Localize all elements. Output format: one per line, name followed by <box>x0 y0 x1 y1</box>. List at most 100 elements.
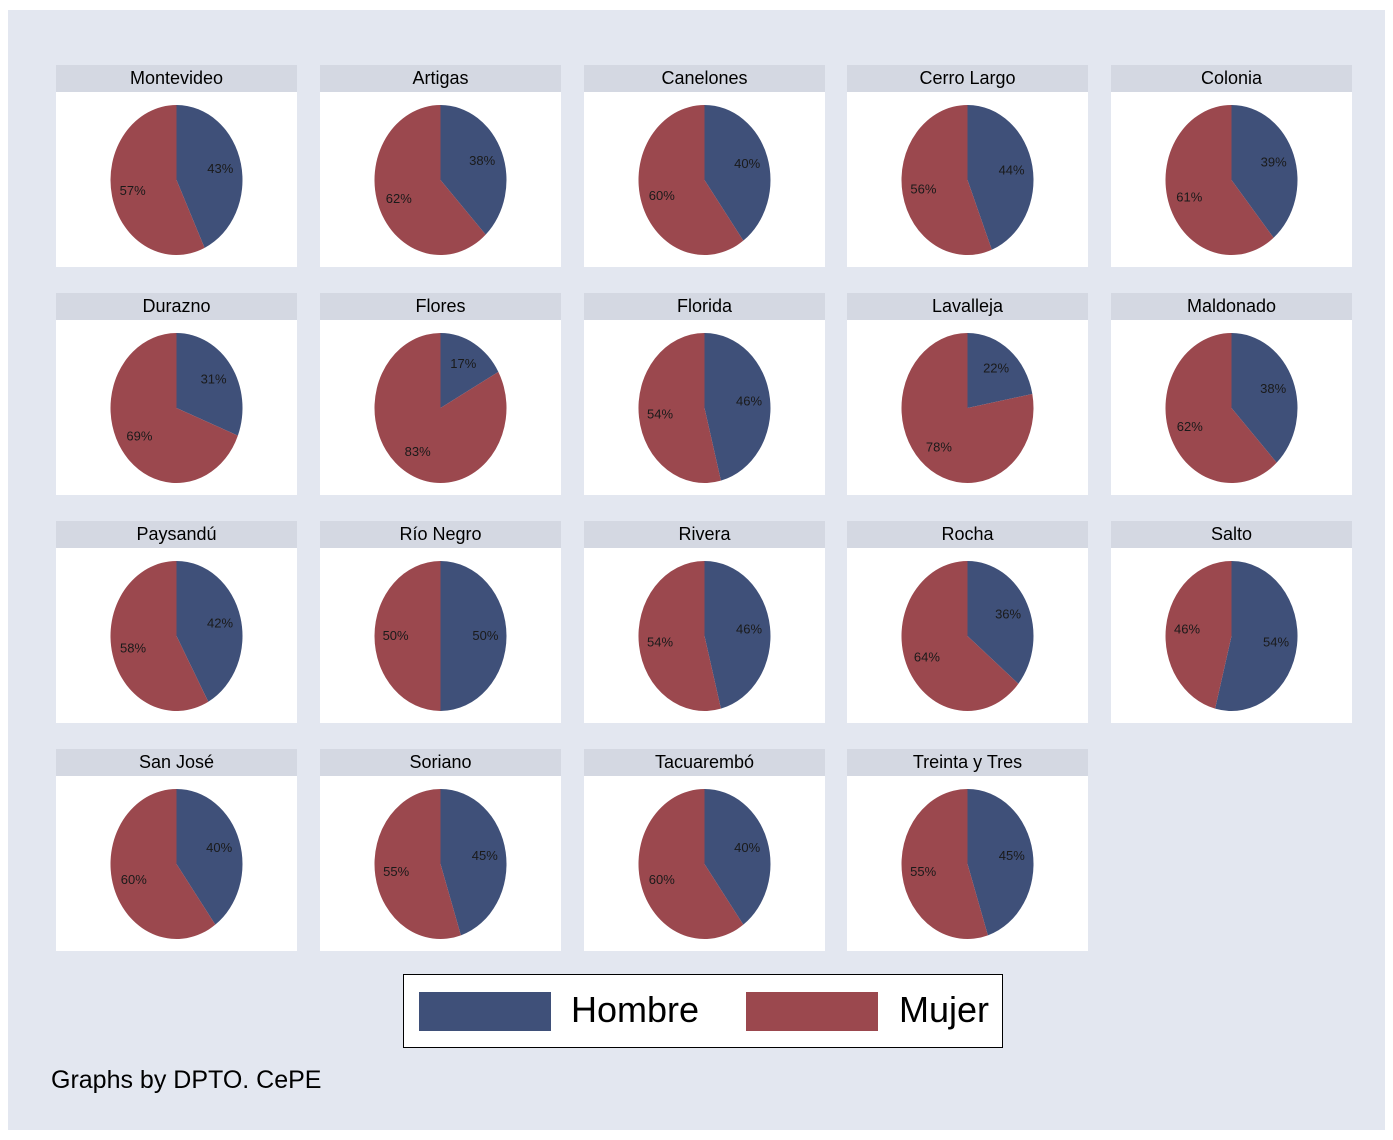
panel-title: Paysandú <box>56 521 297 548</box>
pie-slice-mujer <box>1165 561 1232 709</box>
pie-svg: 36% 64% <box>901 561 1034 711</box>
pie-panel: Salto 54% 46% <box>1111 521 1352 723</box>
pie-slice-hombre <box>176 105 243 248</box>
chart-area: Montevideo 43% 57% Artigas 38% 62% Canelones 40… <box>8 10 1385 1130</box>
panel-title: Rocha <box>847 521 1088 548</box>
panel-title: Lavalleja <box>847 293 1088 320</box>
pie-svg: 40% 60% <box>638 789 771 939</box>
pie-panel: Canelones 40% 60% <box>584 65 825 267</box>
pie-slice-hombre <box>967 561 1034 684</box>
pie-plot-area: 40% 60% <box>56 776 297 951</box>
pie-slice-hombre <box>440 333 499 408</box>
pie-svg: 38% 62% <box>1165 333 1298 483</box>
pie-label-mujer: 55% <box>910 864 936 879</box>
pie-label-hombre: 40% <box>734 156 760 171</box>
pie-panel: Flores 17% 83% <box>320 293 561 495</box>
pie-panel: San José 40% 60% <box>56 749 297 951</box>
pie-panel: Rivera 46% 54% <box>584 521 825 723</box>
pie-plot-area: 40% 60% <box>584 776 825 951</box>
pie-label-mujer: 58% <box>120 641 146 656</box>
pie-label-mujer: 62% <box>386 191 412 206</box>
pie-slice-mujer <box>638 789 744 939</box>
panel-title: Río Negro <box>320 521 561 548</box>
pie-slice-mujer <box>374 333 507 483</box>
pie-panel: Maldonado 38% 62% <box>1111 293 1352 495</box>
pie-slice-hombre <box>1231 333 1298 463</box>
pie-panel: Rocha 36% 64% <box>847 521 1088 723</box>
pie-plot-area: 46% 54% <box>584 320 825 495</box>
panel-title: Maldonado <box>1111 293 1352 320</box>
pie-slice-hombre <box>176 333 243 436</box>
panel-title: Salto <box>1111 521 1352 548</box>
pie-label-mujer: 78% <box>926 439 952 454</box>
pie-slice-hombre <box>1231 105 1298 238</box>
pie-label-hombre: 39% <box>1261 155 1287 170</box>
pie-label-hombre: 17% <box>450 356 476 371</box>
pie-svg: 54% 46% <box>1165 561 1298 711</box>
pie-slice-mujer <box>110 333 238 483</box>
legend-swatch-mujer <box>746 992 878 1031</box>
pie-label-hombre: 43% <box>207 161 233 176</box>
pie-svg: 50% 50% <box>374 561 507 711</box>
pie-plot-area: 36% 64% <box>847 548 1088 723</box>
pie-label-hombre: 38% <box>469 153 495 168</box>
pie-label-mujer: 83% <box>405 444 431 459</box>
pie-label-mujer: 57% <box>120 183 146 198</box>
pie-svg: 46% 54% <box>638 561 771 711</box>
pie-plot-area: 22% 78% <box>847 320 1088 495</box>
panel-title: Soriano <box>320 749 561 776</box>
pie-plot-area: 31% 69% <box>56 320 297 495</box>
pie-label-mujer: 60% <box>649 872 675 887</box>
pie-label-hombre: 50% <box>472 628 498 643</box>
pie-svg: 22% 78% <box>901 333 1034 483</box>
pie-panel: Montevideo 43% 57% <box>56 65 297 267</box>
pie-svg: 46% 54% <box>638 333 771 483</box>
pie-label-hombre: 31% <box>201 371 227 386</box>
pie-svg: 44% 56% <box>901 104 1034 255</box>
pie-panel: Cerro Largo 44% 56% <box>847 65 1088 267</box>
pie-plot-area: 17% 83% <box>320 320 561 495</box>
pie-slice-mujer <box>901 104 992 255</box>
pie-label-mujer: 50% <box>383 628 409 643</box>
pie-label-hombre: 45% <box>472 848 498 863</box>
pie-slice-hombre <box>967 789 1034 936</box>
pie-label-hombre: 54% <box>1263 634 1289 649</box>
pie-slice-mujer <box>1165 333 1277 483</box>
pie-svg: 17% 83% <box>374 333 507 483</box>
pie-label-hombre: 22% <box>983 361 1009 376</box>
pie-slice-hombre <box>704 333 771 481</box>
pie-slice-mujer <box>638 561 721 711</box>
pie-slice-hombre <box>440 789 507 936</box>
pie-plot-area: 45% 55% <box>320 776 561 951</box>
legend-label-mujer: Mujer <box>899 989 990 1030</box>
pie-svg: 39% 61% <box>1165 105 1298 255</box>
panel-title: Canelones <box>584 65 825 92</box>
pie-svg: 31% 69% <box>110 333 243 483</box>
pie-label-mujer: 60% <box>649 188 675 203</box>
pie-label-hombre: 46% <box>736 394 762 409</box>
legend-swatch-hombre <box>419 992 551 1031</box>
pie-panel: Lavalleja 22% 78% <box>847 293 1088 495</box>
pie-plot-area: 42% 58% <box>56 548 297 723</box>
panel-title: Durazno <box>56 293 297 320</box>
pie-slice-mujer <box>110 104 205 255</box>
pie-slice-mujer <box>901 333 1034 483</box>
legend-label-hombre: Hombre <box>571 989 700 1030</box>
pie-label-mujer: 56% <box>910 182 936 197</box>
pie-slice-hombre <box>704 789 771 925</box>
pie-slice-mujer <box>901 789 988 939</box>
panel-title: Montevideo <box>56 65 297 92</box>
pie-panel: Durazno 31% 69% <box>56 293 297 495</box>
panel-title: Treinta y Tres <box>847 749 1088 776</box>
pie-label-hombre: 45% <box>999 848 1025 863</box>
pie-plot-area: 39% 61% <box>1111 92 1352 267</box>
pie-svg: 40% 60% <box>638 105 771 255</box>
pie-svg: 38% 62% <box>374 104 507 256</box>
pie-slice-mujer <box>374 104 486 256</box>
pie-label-mujer: 69% <box>126 429 152 444</box>
pie-label-hombre: 42% <box>207 615 233 630</box>
panel-title: Rivera <box>584 521 825 548</box>
pie-label-hombre: 40% <box>206 840 232 855</box>
pie-label-hombre: 46% <box>736 622 762 637</box>
pie-label-mujer: 62% <box>1177 419 1203 434</box>
